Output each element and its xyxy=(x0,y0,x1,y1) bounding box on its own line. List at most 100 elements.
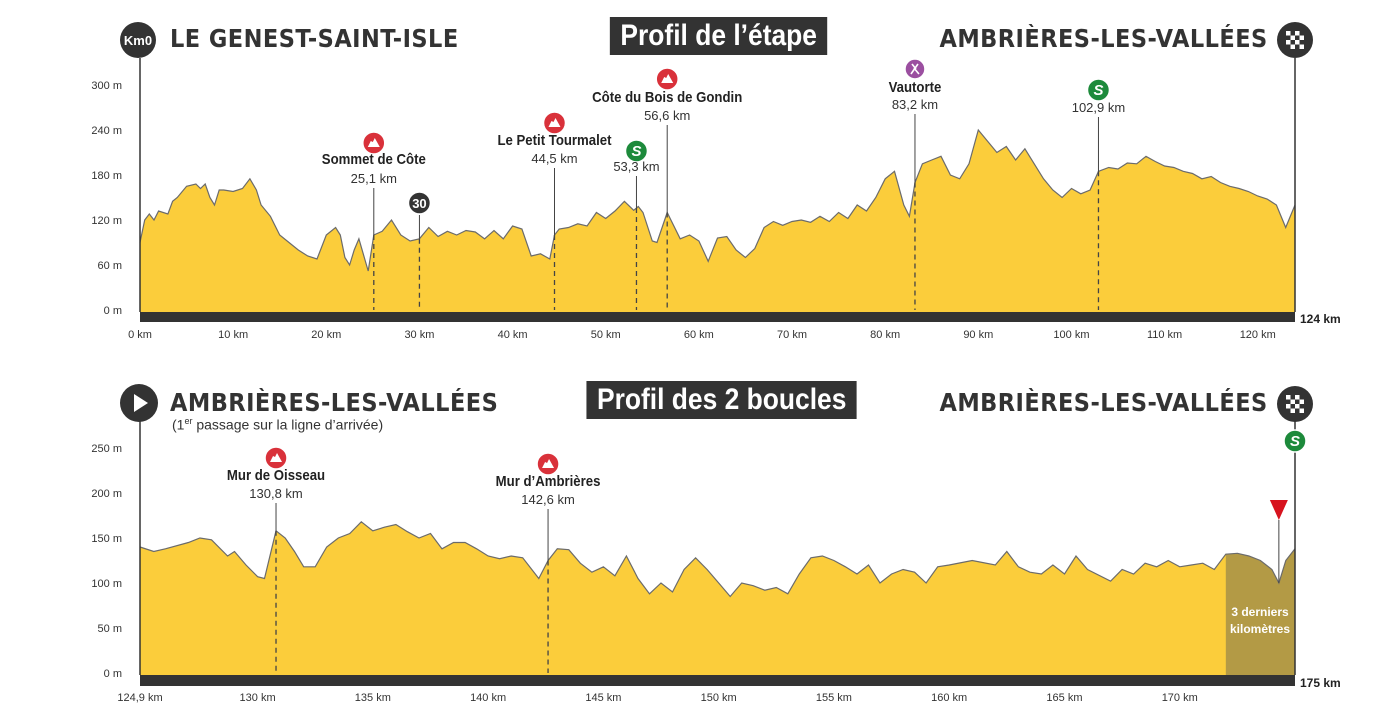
marker-km: 56,6 km xyxy=(644,108,690,123)
marker-name: Côte du Bois de Gondin xyxy=(592,88,742,105)
x-tick-label: 30 km xyxy=(404,329,434,341)
bonus-circle xyxy=(407,191,432,215)
km0-badge: Km0 xyxy=(120,22,156,58)
x-tick-label: 10 km xyxy=(218,329,248,341)
y-tick-label: 240 m xyxy=(91,125,122,137)
marker-km: 25,1 km xyxy=(351,171,397,186)
marker-km: 44,5 km xyxy=(531,151,577,166)
x-tick-label: 70 km xyxy=(777,329,807,341)
marker-name: Sommet de Côte xyxy=(322,150,426,167)
x-tick-label: 135 km xyxy=(355,692,391,704)
y-tick-label: 200 m xyxy=(91,488,122,500)
sprint-letter: S xyxy=(1093,82,1103,99)
x-tick-label: 120 km xyxy=(1240,329,1276,341)
x-tick-label: 80 km xyxy=(870,329,900,341)
marker-km: 130,8 km xyxy=(249,486,302,501)
loops-title: Profil des 2 boucles xyxy=(586,381,857,419)
marker-km: 53,3 km xyxy=(613,159,659,174)
base-bar xyxy=(140,312,1295,322)
x-tick-label: 90 km xyxy=(963,329,993,341)
last-3km-area xyxy=(1225,548,1295,675)
climb-icon xyxy=(542,111,567,135)
mountain-shape xyxy=(270,453,283,462)
x-tick-label: 110 km xyxy=(1147,329,1182,341)
start-arrow-icon xyxy=(120,384,158,427)
marker-name: Mur d’Ambrières xyxy=(496,472,601,489)
x-tick-label: 40 km xyxy=(498,329,528,341)
last-3km-line1: 3 derniers xyxy=(1231,605,1289,619)
y-tick-label: 0 m xyxy=(104,305,122,317)
x-tick-label: 165 km xyxy=(1046,692,1082,704)
bonus-label: 30 xyxy=(412,196,426,211)
y-tick-label: 180 m xyxy=(91,170,122,182)
stage-finish-city: AMBRIÈRES-LES-VALLÉES xyxy=(939,24,1268,53)
climb-icon xyxy=(655,67,679,91)
note-pre: (1 xyxy=(172,416,185,433)
elevation-area xyxy=(140,130,1295,312)
sprint-letter: S xyxy=(1290,433,1300,450)
marker-km: 102,9 km xyxy=(1072,100,1125,115)
loops-finish-city: AMBRIÈRES-LES-VALLÉES xyxy=(939,388,1268,417)
flamme-icon xyxy=(1269,500,1288,520)
elevation-area xyxy=(140,521,1295,675)
x-tick-label: 60 km xyxy=(684,329,714,341)
x-tick-label: 170 km xyxy=(1162,692,1198,704)
stage-title: Profil de l’étape xyxy=(609,17,828,55)
y-tick-label: 250 m xyxy=(91,443,122,455)
last-3km-label: 3 derniers kilomètres xyxy=(1226,604,1294,638)
sprint-circle xyxy=(1283,429,1307,453)
climb-icon xyxy=(264,446,288,470)
marker-name: Vautorte xyxy=(889,78,942,95)
marker-km: 83,2 km xyxy=(892,97,938,112)
climb-icon xyxy=(362,131,386,155)
y-tick-label: 100 m xyxy=(91,578,122,590)
y-tick-label: 60 m xyxy=(98,260,122,272)
checkered-flag-icon xyxy=(1277,22,1313,63)
x-tick-label: 150 km xyxy=(701,692,737,704)
x-tick-label: 160 km xyxy=(931,692,967,704)
mountain-shape xyxy=(661,74,674,83)
marker-km: 142,6 km xyxy=(521,492,574,507)
mountain-shape xyxy=(542,459,555,468)
x-tick-label: 0 km xyxy=(128,329,152,341)
y-tick-label: 0 m xyxy=(104,668,122,680)
note-sup: er xyxy=(184,416,193,426)
stage-start-city: LE GENEST-SAINT-ISLE xyxy=(170,24,459,53)
loops-start-note: (1er passage sur la ligne d’arrivée) xyxy=(172,416,383,433)
sprint-icon: S xyxy=(624,139,649,163)
flamme-rouge-triangle xyxy=(1269,500,1288,520)
x-tick-label: 140 km xyxy=(470,692,506,704)
sprint-circle xyxy=(1086,78,1111,102)
note-post: passage sur la ligne d’arrivée) xyxy=(192,416,384,433)
y-tick-label: 50 m xyxy=(98,623,122,635)
y-tick-label: 150 m xyxy=(91,533,122,545)
sprint-circle xyxy=(624,139,649,163)
marker-name: Le Petit Tourmalet xyxy=(497,131,611,148)
y-tick-label: 120 m xyxy=(91,215,122,227)
base-bar xyxy=(140,675,1295,686)
feed-icon xyxy=(904,58,926,80)
fork-knife-shape xyxy=(910,63,920,75)
loops-total-distance: 175 km xyxy=(1300,676,1341,690)
x-tick-label: 155 km xyxy=(816,692,852,704)
y-tick-label: 300 m xyxy=(91,80,122,92)
stage-total-distance: 124 km xyxy=(1300,312,1341,326)
x-tick-label: 100 km xyxy=(1053,329,1089,341)
climb-icon xyxy=(536,452,560,476)
mountain-shape xyxy=(548,118,561,127)
last-3km-line2: kilomètres xyxy=(1229,622,1291,636)
loops-start-city: AMBRIÈRES-LES-VALLÉES xyxy=(170,388,499,417)
sprint-icon: S xyxy=(1283,429,1307,453)
marker-name: Mur de Oisseau xyxy=(227,466,325,483)
km0-label: Km0 xyxy=(123,32,153,48)
x-tick-label: 130 km xyxy=(240,692,276,704)
sprint-icon: S xyxy=(1086,78,1111,102)
bonus-icon: 30 xyxy=(407,191,432,215)
sprint-letter: S xyxy=(631,143,641,160)
x-tick-label: 20 km xyxy=(311,329,341,341)
checkered-flag-icon xyxy=(1277,386,1313,427)
elevation-line xyxy=(139,520,1296,598)
x-tick-label: 145 km xyxy=(585,692,621,704)
